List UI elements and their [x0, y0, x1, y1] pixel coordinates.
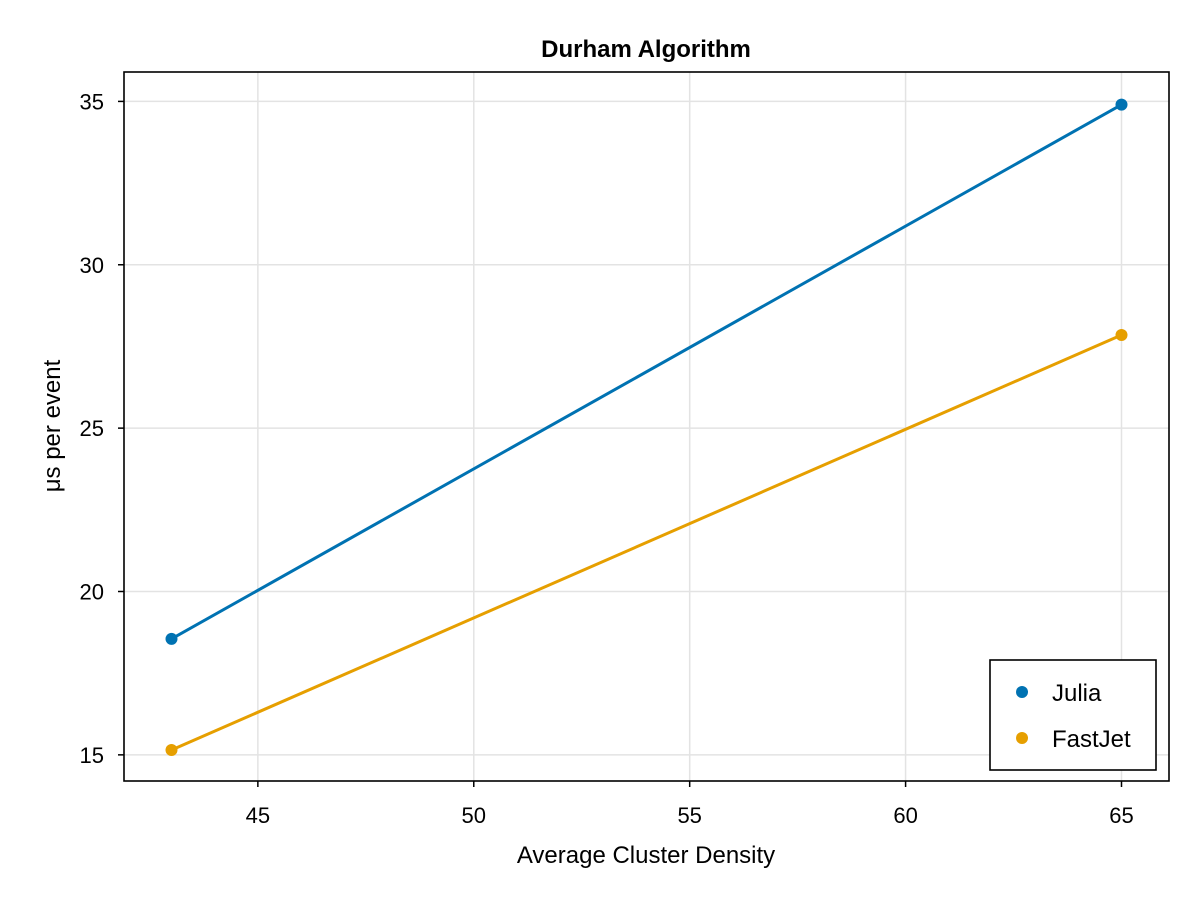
y-axis-label: μs per event — [39, 359, 66, 492]
series-line-julia — [170, 103, 1123, 641]
x-tick-label: 45 — [246, 803, 270, 828]
x-tick-label: 55 — [677, 803, 701, 828]
grid — [124, 72, 1169, 781]
data-point-julia — [1115, 98, 1128, 111]
plot-frame — [123, 71, 1170, 782]
legend-marker-julia — [1016, 686, 1028, 698]
data-point-fastjet — [1115, 329, 1128, 342]
legend-label-fastjet: FastJet — [1052, 726, 1131, 753]
x-tick-label: 65 — [1109, 803, 1133, 828]
y-tick-label: 30 — [80, 253, 104, 278]
data-point-julia — [165, 632, 178, 645]
legend-marker-fastjet — [1016, 732, 1028, 744]
y-tick-label: 15 — [80, 743, 104, 768]
data-point-fastjet — [165, 743, 178, 756]
x-tick-label: 50 — [462, 803, 486, 828]
series-layer — [165, 98, 1128, 756]
series-line-fastjet — [170, 333, 1123, 752]
x-tick-label: 60 — [893, 803, 917, 828]
legend-label-julia: Julia — [1052, 680, 1102, 707]
y-tick-label: 25 — [80, 416, 104, 441]
ticks: 45 50 55 60 65 15 20 25 30 35 — [80, 89, 1134, 828]
y-tick-label: 35 — [80, 89, 104, 114]
x-axis-label: Average Cluster Density — [517, 842, 775, 869]
chart-title: Durham Algorithm — [541, 36, 751, 63]
legend-box — [989, 659, 1157, 771]
legend: Julia FastJet — [989, 659, 1157, 771]
y-tick-label: 20 — [80, 579, 104, 604]
